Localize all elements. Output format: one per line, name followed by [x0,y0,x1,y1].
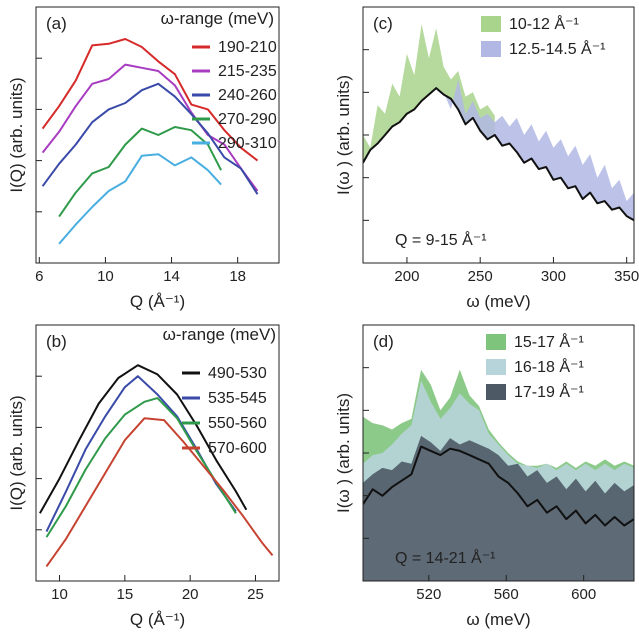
legend-label: 570-600 [208,440,267,457]
panel-label: (d) [373,332,394,351]
legend-label: 270-290 [218,111,277,128]
x-tick-label: 14 [163,268,180,285]
panel-label: (c) [373,14,393,33]
chart-panel-c: 200 250 300 350 ω (meV) I(ω ) (arb. units) (c)… [334,6,639,311]
x-tick-label: 10 [97,268,114,285]
chart-panel-d: 520 560 600 ω (meV) I(ω ) (arb. units) (d) Q =… [334,324,635,629]
legend-label: 215-235 [218,63,277,80]
legend-label: 12.5-14.5 Å⁻¹ [509,39,606,58]
x-tick-label: 6 [35,268,43,285]
plot-area [41,38,259,245]
x-tick-label: 25 [247,586,264,603]
annotation: Q = 9-15 Å⁻¹ [395,230,487,249]
legend-swatch [486,334,506,350]
legend-title: ω-range (meV) [161,9,274,28]
plot-area [363,369,634,581]
legend-label: 290-310 [218,135,277,152]
panel-label: (b) [46,332,67,351]
x-tick-label: 200 [394,268,419,285]
legend-label: 240-260 [218,87,277,104]
x-tick-label: 300 [541,268,566,285]
series-line-240-260 [41,82,259,195]
x-tick-label: 600 [571,586,596,603]
series-line-570-600 [45,417,274,567]
series-line-215-235 [41,63,259,192]
x-tick-label: 560 [494,586,519,603]
plot-area [39,364,274,567]
x-tick-label: 18 [229,268,246,285]
legend-label: 190-210 [218,39,277,56]
legend-label: 550-560 [208,415,267,432]
series-line-total [363,445,634,527]
x-tick-label: 10 [51,586,68,603]
plot-frame [35,6,280,264]
legend: 10-12 Å⁻¹ 12.5-14.5 Å⁻¹ [481,14,606,58]
x-axis-label: ω (meV) [466,610,530,629]
x-tick-label: 250 [468,268,493,285]
legend: ω-range (meV) 190-210 215-235 240-260 270-29… [161,9,277,152]
legend-label: 10-12 Å⁻¹ [509,14,579,33]
legend-label: 16-18 Å⁻¹ [514,357,584,376]
legend-label: 17-19 Å⁻¹ [514,382,584,401]
x-axis-label: Q (Å⁻¹) [130,292,185,311]
y-axis-label: I(Q) (arb. units) [7,77,26,192]
series-area-12.5-14.5 Å⁻¹ [443,79,634,221]
series-line-490-530 [39,364,248,514]
legend-swatch [486,359,506,375]
series-line-290-310 [58,153,222,245]
legend-swatch [481,16,501,32]
legend: 15-17 Å⁻¹ 16-18 Å⁻¹ 17-19 Å⁻¹ [486,332,584,401]
series-line-550-560 [45,397,237,538]
y-axis-label: I(Q) (arb. units) [7,395,26,510]
legend-label: 535-545 [208,390,267,407]
x-tick-label: 520 [416,586,441,603]
x-tick-label: 20 [182,586,199,603]
chart-panel-b: 10 15 20 25 Q (Å⁻¹) I(Q) (arb. units) (b) ω-ran… [7,324,280,629]
legend-title: ω-range (meV) [163,325,276,344]
legend-label: 15-17 Å⁻¹ [514,332,584,351]
x-tick-label: 350 [614,268,639,285]
x-axis-label: Q (Å⁻¹) [130,610,185,629]
series-line-190-210 [41,38,259,162]
x-axis-label: ω (meV) [466,292,530,311]
annotation: Q = 14-21 Å⁻¹ [395,548,496,567]
chart-panel-a: 6 10 14 18 Q (Å⁻¹) I(Q) (arb. units) (a) ω-rang… [7,6,280,311]
series-line-total [363,87,634,222]
series-area-17-19 Å⁻¹ [363,435,634,581]
series-line-270-290 [58,126,222,218]
legend-swatch [481,41,501,57]
legend: ω-range (meV) 490-530 535-545 550-560 570-60… [163,325,276,457]
y-axis-label: I(ω ) (arb. units) [334,75,353,195]
legend-swatch [486,384,506,400]
plot-frame [35,324,280,582]
x-tick-label: 15 [116,586,133,603]
panel-label: (a) [46,14,67,33]
plot-area [363,24,634,222]
y-axis-label: I(ω ) (arb. units) [334,393,353,513]
legend-label: 490-530 [208,365,267,382]
